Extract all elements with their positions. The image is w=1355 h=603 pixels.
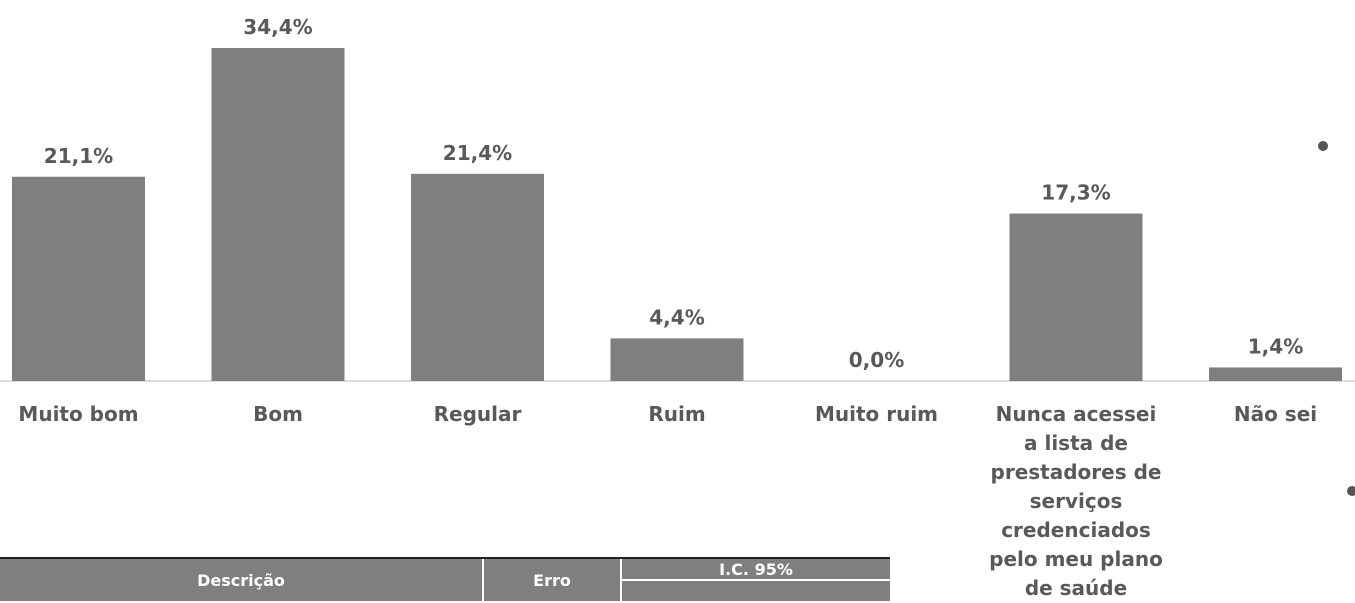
bar bbox=[212, 48, 345, 381]
bar bbox=[411, 174, 544, 381]
bullet bbox=[1347, 486, 1355, 496]
x-tick-label: Bom bbox=[188, 400, 368, 429]
table-header: Erro bbox=[484, 559, 620, 601]
x-tick-label: Muito ruim bbox=[787, 400, 967, 429]
table-header: Descrição bbox=[0, 559, 482, 601]
table: Descrição Erro I.C. 95% bbox=[0, 557, 890, 601]
data-label: 17,3% bbox=[1041, 181, 1110, 205]
bullet bbox=[1318, 141, 1328, 151]
data-label: 1,4% bbox=[1248, 334, 1303, 358]
x-tick-label: Não sei bbox=[1186, 400, 1355, 429]
x-tick-label: Muito bom bbox=[0, 400, 169, 429]
x-tick-label: Nunca acessei a lista de prestadores de … bbox=[986, 400, 1166, 603]
x-tick-label: Regular bbox=[388, 400, 568, 429]
data-label: 0,0% bbox=[849, 348, 904, 372]
data-label: 21,1% bbox=[44, 144, 113, 168]
table-header: I.C. 95% bbox=[622, 559, 890, 579]
x-tick-label: Ruim bbox=[587, 400, 767, 429]
bar bbox=[1010, 214, 1143, 381]
data-label: 34,4% bbox=[243, 15, 312, 39]
bar bbox=[611, 338, 744, 381]
bar bbox=[1209, 367, 1342, 381]
data-label: 21,4% bbox=[443, 141, 512, 165]
table-subheader bbox=[622, 581, 890, 601]
bar bbox=[12, 177, 145, 381]
data-label: 4,4% bbox=[649, 305, 704, 329]
